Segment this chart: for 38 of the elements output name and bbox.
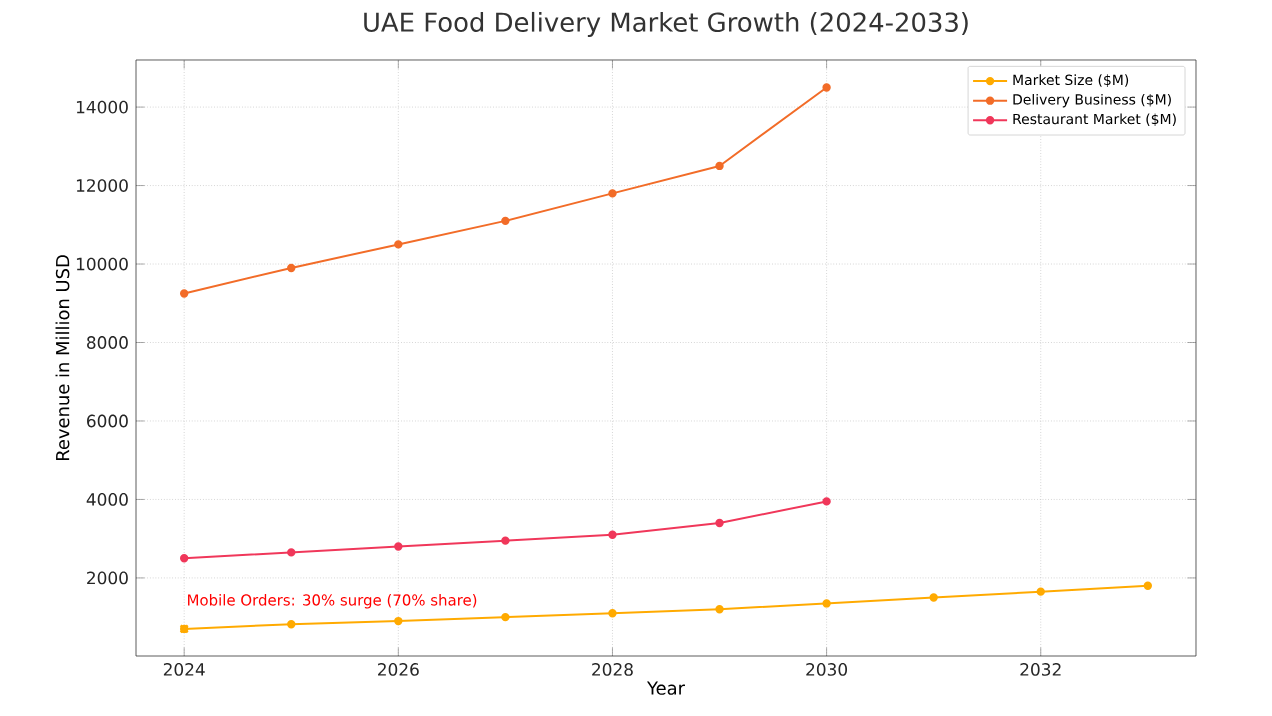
x-tick-label: 2024 <box>163 663 205 676</box>
point <box>394 616 403 626</box>
chart-title: UAE Food Delivery Market Growth (2024-2033) <box>364 11 968 37</box>
point <box>287 620 296 629</box>
point <box>287 263 296 273</box>
x-tick-label: 2030 <box>806 663 848 676</box>
y-tick-label: 4000 <box>86 493 128 506</box>
point <box>179 554 189 563</box>
y-tick-label: 14000 <box>76 100 128 114</box>
x-axis-title: Year <box>646 681 685 695</box>
point <box>822 83 831 92</box>
y-tick-label: 8000 <box>87 336 128 349</box>
point <box>608 609 617 618</box>
y-tick-label: 10000 <box>76 257 128 271</box>
y-tick-label: 6000 <box>87 414 128 428</box>
x-tick-label: 2028 <box>592 663 633 676</box>
x-tick-label: 2032 <box>1020 663 1061 676</box>
point <box>715 161 724 171</box>
y-axis-title: Revenue in Million USD <box>55 255 70 461</box>
point <box>822 599 831 608</box>
x-tick-label: 2026 <box>378 663 419 676</box>
point <box>608 189 617 198</box>
point <box>394 542 403 551</box>
point <box>715 605 724 614</box>
point <box>179 289 189 298</box>
point <box>1036 587 1045 596</box>
y-tick-label: 2000 <box>87 571 128 585</box>
point <box>501 536 510 545</box>
point <box>929 593 938 602</box>
point <box>608 530 617 539</box>
y-tick-label: 12000 <box>76 179 128 192</box>
point <box>394 240 403 249</box>
point <box>501 612 510 622</box>
point <box>822 497 831 506</box>
point <box>715 518 724 528</box>
point <box>287 548 296 557</box>
point <box>501 216 510 226</box>
point <box>1143 581 1152 590</box>
